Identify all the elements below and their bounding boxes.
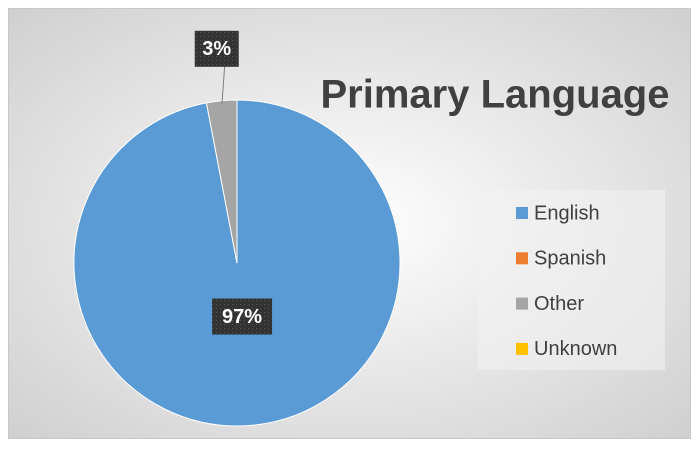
- data-label-box: [194, 30, 239, 67]
- data-label: 97%: [222, 306, 262, 328]
- legend-label: Unknown: [534, 338, 617, 360]
- legend-label: Spanish: [534, 248, 606, 270]
- data-label-box: [212, 298, 273, 335]
- data-label: 3%: [202, 38, 231, 60]
- legend-swatch: [516, 252, 528, 265]
- pie-slice: [205, 99, 238, 264]
- legend-box: [478, 190, 665, 370]
- legend-label: Other: [534, 293, 584, 315]
- legend-label: English: [534, 202, 600, 224]
- leader-line: [221, 64, 226, 105]
- chart-title: Primary Language: [320, 73, 669, 117]
- legend-swatch: [516, 297, 528, 310]
- legend-swatch: [516, 207, 528, 219]
- legend-swatch: [516, 342, 528, 355]
